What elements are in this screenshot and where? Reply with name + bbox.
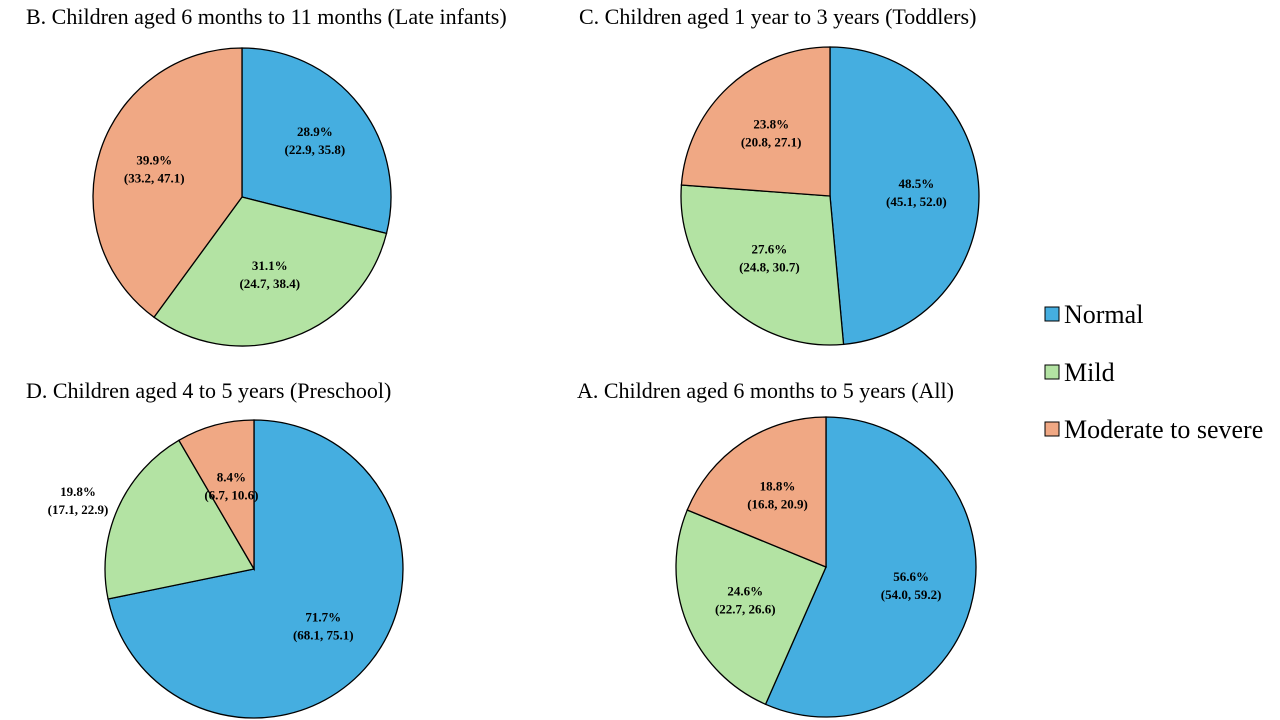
chart-title-late-infants: B. Children aged 6 months to 11 months (… bbox=[26, 4, 507, 29]
ci-label-moderate-to-severe: (16.8, 20.9) bbox=[747, 497, 808, 512]
data-label-mild: 19.8% bbox=[60, 484, 96, 499]
pie-slices-all: 56.6% (54.0, 59.2) 24.6% (22.7, 26.6) 18.8% (… bbox=[675, 416, 977, 718]
data-label-mild: 24.6% bbox=[727, 584, 763, 599]
data-label-mild: 31.1% bbox=[252, 258, 288, 273]
pie-slice-mild bbox=[104, 439, 256, 600]
legend-label-normal: Normal bbox=[1064, 300, 1143, 329]
pie-slice-normal bbox=[241, 47, 392, 235]
pie-chart-preschool: D. Children aged 4 to 5 years (Preschool… bbox=[26, 378, 404, 719]
pie-chart-all: A. Children aged 6 months to 5 years (Al… bbox=[577, 378, 977, 718]
data-label-moderate-to-severe: 23.8% bbox=[753, 117, 789, 132]
legend-swatch-mild bbox=[1044, 364, 1060, 380]
ci-label-mild: (24.7, 38.4) bbox=[239, 276, 300, 291]
pie-slices-toddlers: 48.5% (45.1, 52.0) 27.6% (24.8, 30.7) 23.8% (… bbox=[680, 46, 980, 346]
ci-label-mild: (22.7, 26.6) bbox=[715, 602, 776, 617]
pie-slice-moderate-to-severe bbox=[686, 416, 827, 568]
legend-label-mild: Mild bbox=[1064, 358, 1115, 387]
pie-slice-normal bbox=[107, 419, 404, 719]
data-label-normal: 48.5% bbox=[898, 176, 934, 191]
pie-slices-late-infants: 28.9% (22.9, 35.8) 31.1% (24.7, 38.4) 39.9% (… bbox=[92, 47, 392, 347]
pie-slice-normal bbox=[764, 416, 977, 718]
data-label-moderate-to-severe: 39.9% bbox=[136, 152, 172, 167]
legend-swatch-normal bbox=[1044, 306, 1060, 322]
pie-slice-moderate-to-severe bbox=[178, 419, 255, 572]
chart-title-toddlers: C. Children aged 1 year to 3 years (Todd… bbox=[579, 4, 976, 29]
pie-slice-normal bbox=[829, 46, 980, 346]
chart-title-preschool: D. Children aged 4 to 5 years (Preschool… bbox=[26, 378, 391, 403]
data-label-moderate-to-severe: 18.8% bbox=[760, 479, 796, 494]
legend-swatch-moderate-to-severe bbox=[1044, 421, 1060, 437]
ci-label-moderate-to-severe: (6.7, 10.6) bbox=[204, 488, 258, 503]
ci-label-moderate-to-severe: (20.8, 27.1) bbox=[741, 135, 802, 150]
legend-label-moderate-to-severe: Moderate to severe bbox=[1064, 415, 1263, 444]
pie-slice-mild bbox=[680, 184, 845, 346]
chart-title-all: A. Children aged 6 months to 5 years (Al… bbox=[577, 378, 954, 403]
data-label-normal: 56.6% bbox=[893, 569, 929, 584]
data-label-moderate-to-severe: 8.4% bbox=[217, 470, 246, 485]
pie-slice-moderate-to-severe bbox=[92, 47, 243, 319]
ci-label-normal: (68.1, 75.1) bbox=[293, 627, 354, 642]
ci-label-normal: (22.9, 35.8) bbox=[285, 142, 346, 157]
legend: Normal Mild Moderate to severe bbox=[1044, 300, 1263, 444]
ci-label-mild: (17.1, 22.9) bbox=[48, 502, 109, 517]
pie-slice-mild bbox=[675, 509, 827, 706]
data-label-normal: 71.7% bbox=[305, 609, 341, 624]
data-label-mild: 27.6% bbox=[752, 242, 788, 257]
pie-slices-preschool: 71.7% (68.1, 75.1) 19.8% (17.1, 22.9) 8.4% (6… bbox=[48, 419, 404, 719]
pie-slice-moderate-to-severe bbox=[680, 46, 831, 197]
data-label-normal: 28.9% bbox=[297, 124, 333, 139]
pie-chart-toddlers: C. Children aged 1 year to 3 years (Todd… bbox=[579, 4, 980, 346]
ci-label-normal: (45.1, 52.0) bbox=[886, 194, 947, 209]
pie-chart-late-infants: B. Children aged 6 months to 11 months (… bbox=[26, 4, 507, 347]
ci-label-normal: (54.0, 59.2) bbox=[881, 587, 942, 602]
ci-label-moderate-to-severe: (33.2, 47.1) bbox=[124, 170, 185, 185]
ci-label-mild: (24.8, 30.7) bbox=[739, 260, 800, 275]
pie-slice-mild bbox=[153, 196, 388, 347]
